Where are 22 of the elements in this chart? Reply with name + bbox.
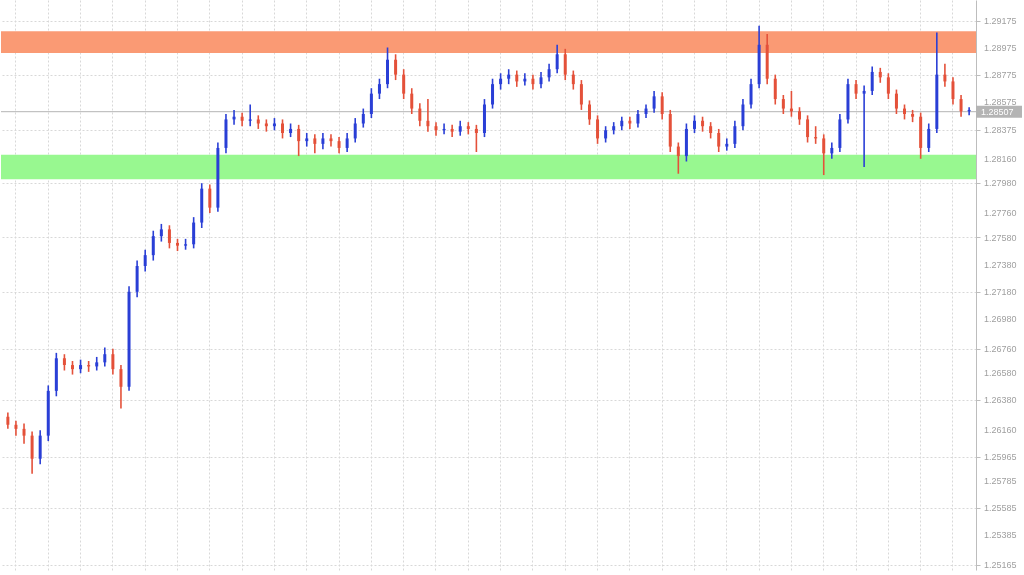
y-tick-label: 1.25965	[984, 451, 1017, 462]
y-tick-label: 1.28375	[984, 124, 1017, 135]
y-tick-label: 1.26160	[984, 425, 1017, 436]
y-tick-label: 1.25585	[984, 503, 1017, 514]
y-tick-label: 1.27980	[984, 178, 1017, 189]
y-tick-label: 1.27580	[984, 232, 1017, 243]
y-tick-label: 1.25165	[984, 560, 1017, 571]
y-tick-label: 1.27180	[984, 286, 1017, 297]
y-tick-label: 1.26980	[984, 313, 1017, 324]
y-tick-label: 1.28575	[984, 97, 1017, 108]
y-tick-label: 1.25785	[984, 476, 1017, 487]
y-tick-label: 1.28160	[984, 153, 1017, 164]
y-tick-label: 1.27760	[984, 208, 1017, 219]
y-tick-label: 1.26760	[984, 343, 1017, 354]
y-tick-label: 1.27380	[984, 259, 1017, 270]
y-tick-label: 1.29175	[984, 16, 1017, 27]
y-tick-label: 1.28975	[984, 43, 1017, 54]
y-tick-label: 1.25385	[984, 530, 1017, 541]
y-tick-label: 1.26380	[984, 395, 1017, 406]
y-tick-label: 1.26580	[984, 368, 1017, 379]
ref-line-label: 1.28507	[981, 106, 1014, 117]
y-tick-label: 1.28775	[984, 70, 1017, 81]
